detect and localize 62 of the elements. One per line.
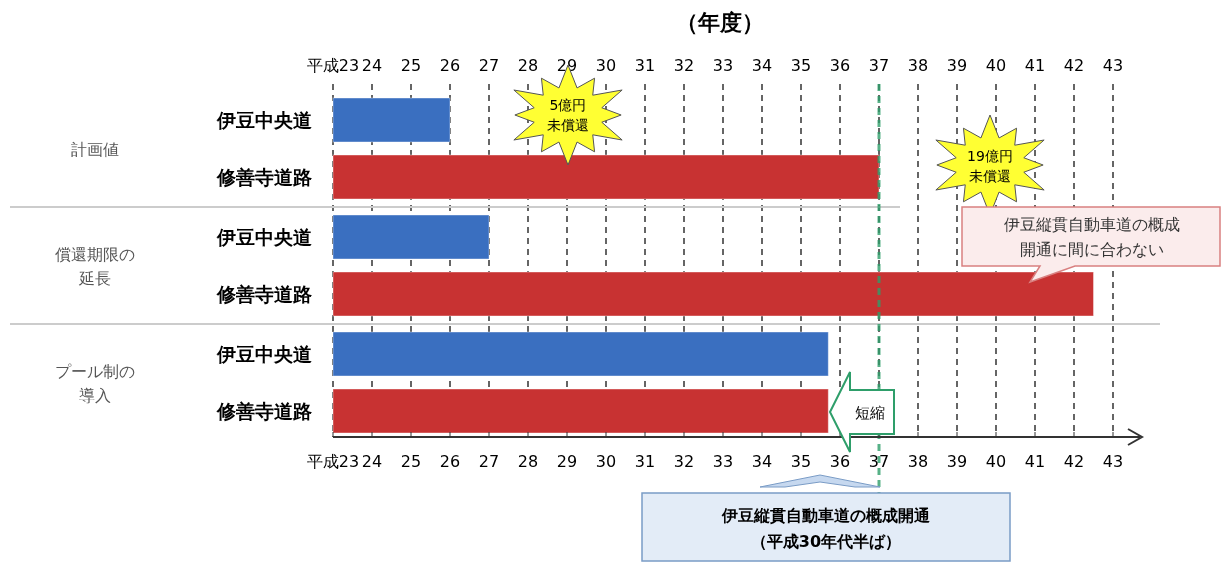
text: 償還期限の延長: [55, 244, 135, 288]
x-tick-label: 27: [478, 452, 500, 471]
x2-tick-label: 39: [946, 56, 968, 75]
x-tick-label: 37: [868, 452, 890, 471]
x2-tick-label: 35: [790, 56, 812, 75]
y-tick-label: 伊豆中央道: [216, 226, 312, 248]
x-tick-label: 41: [1024, 452, 1046, 471]
x-tick-label: 平成23: [306, 452, 360, 471]
x-tick-label: 28: [517, 452, 539, 471]
y-tick-label: 修善寺道路: [216, 400, 312, 422]
x2-tick-label: 42: [1063, 56, 1085, 75]
x-tick-label: 25: [400, 452, 422, 471]
x-tick-label: 29: [556, 452, 578, 471]
x2-tick-label: 32: [673, 56, 695, 75]
text: プール制の導入: [55, 361, 135, 405]
x2-tick-label: 34: [751, 56, 773, 75]
x-tick-label: 40: [985, 452, 1007, 471]
x2-tick-label: 33: [712, 56, 734, 75]
bar: [332, 331, 829, 377]
text: 伊豆縦貫自動車道の概成開通（平成30年代半ば）: [721, 506, 931, 551]
x-tick-label: 33: [712, 452, 734, 471]
x-tick-label: 43: [1102, 452, 1124, 471]
x-tick-label: 39: [946, 452, 968, 471]
x-tick-label: 42: [1063, 452, 1085, 471]
x2-tick-label: 40: [985, 56, 1007, 75]
annotation: 19億円未償還: [967, 148, 1013, 184]
x2-tick-label: 41: [1024, 56, 1046, 75]
bar: [332, 214, 490, 260]
y-tick-label: 伊豆中央道: [216, 343, 312, 365]
x-tick-label: 30: [595, 452, 617, 471]
x2-tick-label: 30: [595, 56, 617, 75]
annotation: 伊豆縦貫自動車道の概成開通に間に合わない: [1004, 215, 1180, 259]
x-tick-label: 32: [673, 452, 695, 471]
x2-tick-label: 31: [634, 56, 656, 75]
x2-tick-label: 38: [907, 56, 929, 75]
x2-tick-label: 27: [478, 56, 500, 75]
y-tick-label: 伊豆中央道: [216, 109, 312, 131]
x2-tick-label: 43: [1102, 56, 1124, 75]
x2-tick-label: 26: [439, 56, 461, 75]
x2-tick-label: 37: [868, 56, 890, 75]
bar: [332, 97, 451, 143]
x-tick-label: 26: [439, 452, 461, 471]
y-tick-label: 修善寺道路: [216, 166, 312, 188]
x-tick-label: 31: [634, 452, 656, 471]
y-tick-label: 修善寺道路: [216, 283, 312, 305]
x2-tick-label: 25: [400, 56, 422, 75]
x-tick-label: 38: [907, 452, 929, 471]
annotation: 短縮: [855, 404, 885, 422]
x-tick-label: 34: [751, 452, 773, 471]
bar: [332, 154, 880, 200]
x2-tick-label: 36: [829, 56, 851, 75]
text: 計画値: [71, 139, 119, 159]
x2-tick-label: 28: [517, 56, 539, 75]
x2-tick-label: 24: [361, 56, 383, 75]
x-tick-label: 24: [361, 452, 383, 471]
x-tick-label: 35: [790, 452, 812, 471]
bar: [332, 271, 1094, 317]
x-tick-label: 36: [829, 452, 851, 471]
x2-tick-label: 平成23: [306, 56, 360, 75]
x-axis-title: （年度）: [676, 10, 764, 35]
annotation: 5億円未償還: [547, 97, 589, 133]
x2-tick-label: 29: [556, 56, 578, 75]
